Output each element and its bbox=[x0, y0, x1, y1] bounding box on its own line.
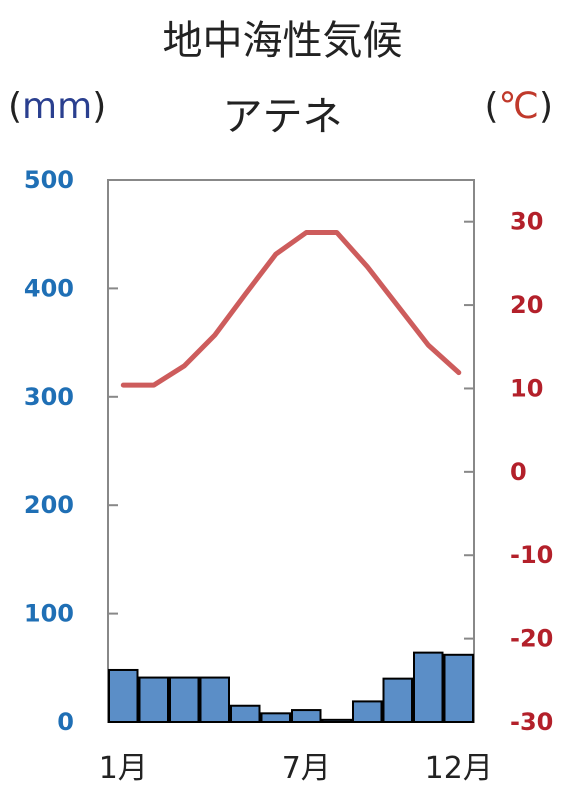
right-axis-tick-label: 20 bbox=[510, 291, 543, 319]
right-axis-tick-label: 10 bbox=[510, 374, 543, 402]
left-paren-close: ) bbox=[92, 86, 107, 127]
right-paren-close: ) bbox=[538, 86, 553, 127]
city-name: アテネ bbox=[222, 94, 343, 140]
left-axis-tick-label: 500 bbox=[24, 166, 74, 194]
precipitation-bar bbox=[169, 676, 200, 724]
precipitation-bar bbox=[230, 704, 261, 723]
right-axis-tick-label: -30 bbox=[510, 708, 553, 736]
precipitation-bar bbox=[321, 718, 352, 723]
left-axis-tick-label: 100 bbox=[24, 600, 74, 628]
right-axis-tick-label: 0 bbox=[510, 458, 527, 486]
precipitation-bar bbox=[199, 676, 230, 724]
x-axis-tick-label: 7月 bbox=[282, 751, 331, 786]
left-axis-tick-label: 200 bbox=[24, 491, 74, 519]
temperature-line bbox=[120, 230, 462, 388]
right-axis-tick-label: -20 bbox=[510, 625, 553, 653]
left-paren-open: ( bbox=[8, 86, 23, 127]
x-axis-tick-label: 12月 bbox=[425, 751, 493, 786]
right-axis-tick-label: -10 bbox=[510, 541, 553, 569]
precipitation-bar bbox=[260, 712, 291, 724]
chart-title: 地中海性気候 bbox=[162, 18, 403, 64]
left-axis-tick-label: 300 bbox=[24, 383, 74, 411]
temperature-unit-label: (℃) bbox=[484, 86, 553, 127]
precipitation-unit-label: (mm) bbox=[8, 86, 106, 127]
left-axis-tick-label: 0 bbox=[57, 708, 74, 736]
precipitation-bar bbox=[291, 709, 322, 723]
right-axis-tick-label: 30 bbox=[510, 208, 543, 236]
precipitation-bar bbox=[382, 677, 413, 724]
right-paren-open: ( bbox=[484, 86, 499, 127]
left-axis-tick-label: 400 bbox=[24, 274, 74, 302]
precipitation-bar bbox=[443, 653, 474, 723]
precipitation-bar bbox=[108, 668, 139, 724]
precipitation-bar bbox=[352, 700, 383, 723]
temperature-unit: ℃ bbox=[498, 86, 539, 127]
precipitation-bar bbox=[138, 676, 169, 724]
precipitation-bar bbox=[413, 651, 444, 724]
x-axis-tick-label: 1月 bbox=[99, 751, 148, 786]
plot-frame bbox=[107, 179, 475, 723]
precipitation-unit: mm bbox=[22, 86, 93, 127]
